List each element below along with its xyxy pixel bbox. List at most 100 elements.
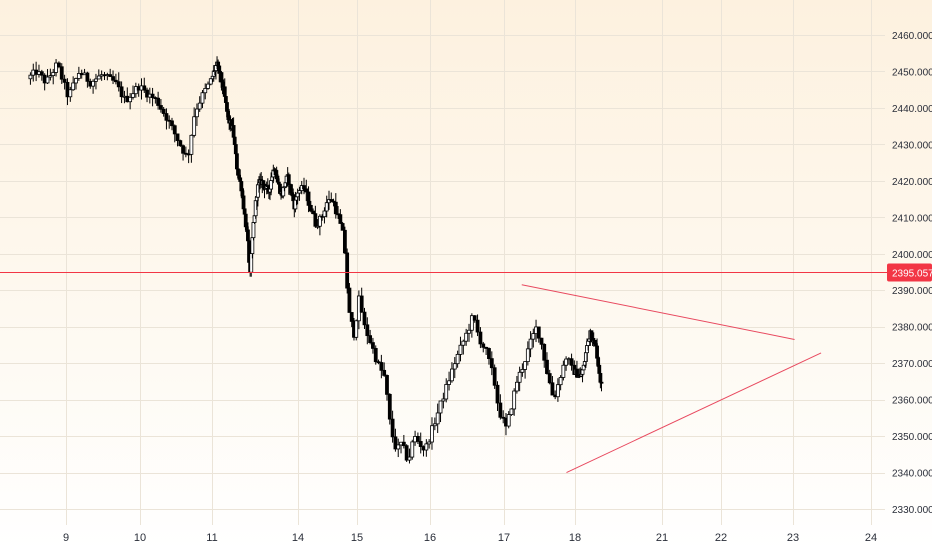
time-axis[interactable]: 9 10 11 14 15 16 17 18 21 22 23 24 [63,532,877,544]
candle-up [506,414,511,427]
candle-up [315,225,320,228]
candle-down [484,346,489,349]
candle-up [208,78,213,85]
candle-down [545,359,549,374]
candle-down [387,393,392,420]
candle-down [223,96,228,103]
grid [0,0,885,525]
candle-down [379,362,384,371]
price-tick-label: 2420.000 [892,177,932,188]
current-price-label: 2395.057 [892,269,932,280]
candle-down [236,168,240,176]
candle-up [558,377,563,386]
candle-down [365,324,370,337]
trendline-lower[interactable] [566,352,822,473]
price-tick-label: 2330.000 [892,505,932,516]
date-tick-label: 18 [569,532,581,544]
candle-up [48,75,53,78]
candle-down [164,113,169,121]
candle-down [371,342,375,349]
candle-down [311,210,315,215]
date-tick-label: 15 [351,532,363,544]
candle-down [338,214,343,224]
candle-up [51,72,56,76]
candle-down [547,373,552,384]
trendlines[interactable] [521,284,822,473]
candle-up [195,108,199,118]
candle-down [302,185,306,190]
candle-up [54,62,58,73]
candle-down [304,188,309,193]
date-tick-label: 16 [424,532,436,544]
candle-down [57,62,61,68]
candle-up [407,456,412,461]
candle-down [481,343,486,348]
candle-up [200,92,205,104]
candle-down [550,382,555,396]
price-tick-label: 2400.000 [892,250,932,261]
candle-down [569,358,574,366]
candle-down [62,78,67,83]
price-tick-label: 2390.000 [892,286,932,297]
candle-down [116,81,121,88]
candle-down [536,326,541,339]
candle-down [599,381,604,384]
candle-down [359,295,364,313]
candle-up [322,210,327,218]
candle-down [475,319,480,333]
price-tick-label: 2360.000 [892,396,932,407]
candle-up [424,443,429,451]
candle-up [295,192,300,198]
candle-down [347,287,352,313]
candle-down [342,229,347,254]
candle-down [416,436,420,442]
date-tick-label: 14 [292,532,304,544]
candle-up [455,353,460,365]
candle-down [478,331,483,345]
candle-up [318,215,322,227]
candle-up [458,344,463,355]
candle-down [39,71,44,76]
candle-down [349,312,354,322]
candle-down [306,191,311,206]
candle-up [430,425,434,443]
candle-down [172,125,177,135]
candle-up [515,381,519,392]
candle-up [297,190,302,194]
candles [28,56,604,464]
candle-down [539,337,544,345]
candle-up [128,96,133,103]
candle-up [444,384,449,400]
candle-up [531,333,536,340]
candle-up [520,369,525,373]
price-tick-label: 2450.000 [892,67,932,78]
candle-down [85,72,90,82]
price-tick-label: 2350.000 [892,432,932,443]
trendline-upper[interactable] [521,284,795,340]
candle-down [161,108,166,114]
candle-down [178,140,183,147]
candle-down [390,418,395,438]
date-tick-label: 23 [787,532,799,544]
price-tick-label: 2380.000 [892,323,932,334]
candle-up [410,441,415,458]
candle-up [192,116,197,136]
candle-down [111,76,115,81]
candle-up [71,82,76,91]
candle-down [487,348,491,360]
candle-up [251,222,256,239]
price-axis[interactable]: 2330.000 2340.000 2350.000 2360.000 2370.000… [892,31,932,516]
candle-down [113,79,118,83]
candle-down [181,145,185,154]
candle-up [197,102,202,110]
candle-up [94,78,98,82]
candle-down [158,105,163,110]
candle-up [91,80,96,87]
candle-up [427,441,432,445]
candle-up [441,398,446,402]
candle-down [331,200,336,203]
candle-up [523,361,528,370]
candle-down [119,86,124,98]
